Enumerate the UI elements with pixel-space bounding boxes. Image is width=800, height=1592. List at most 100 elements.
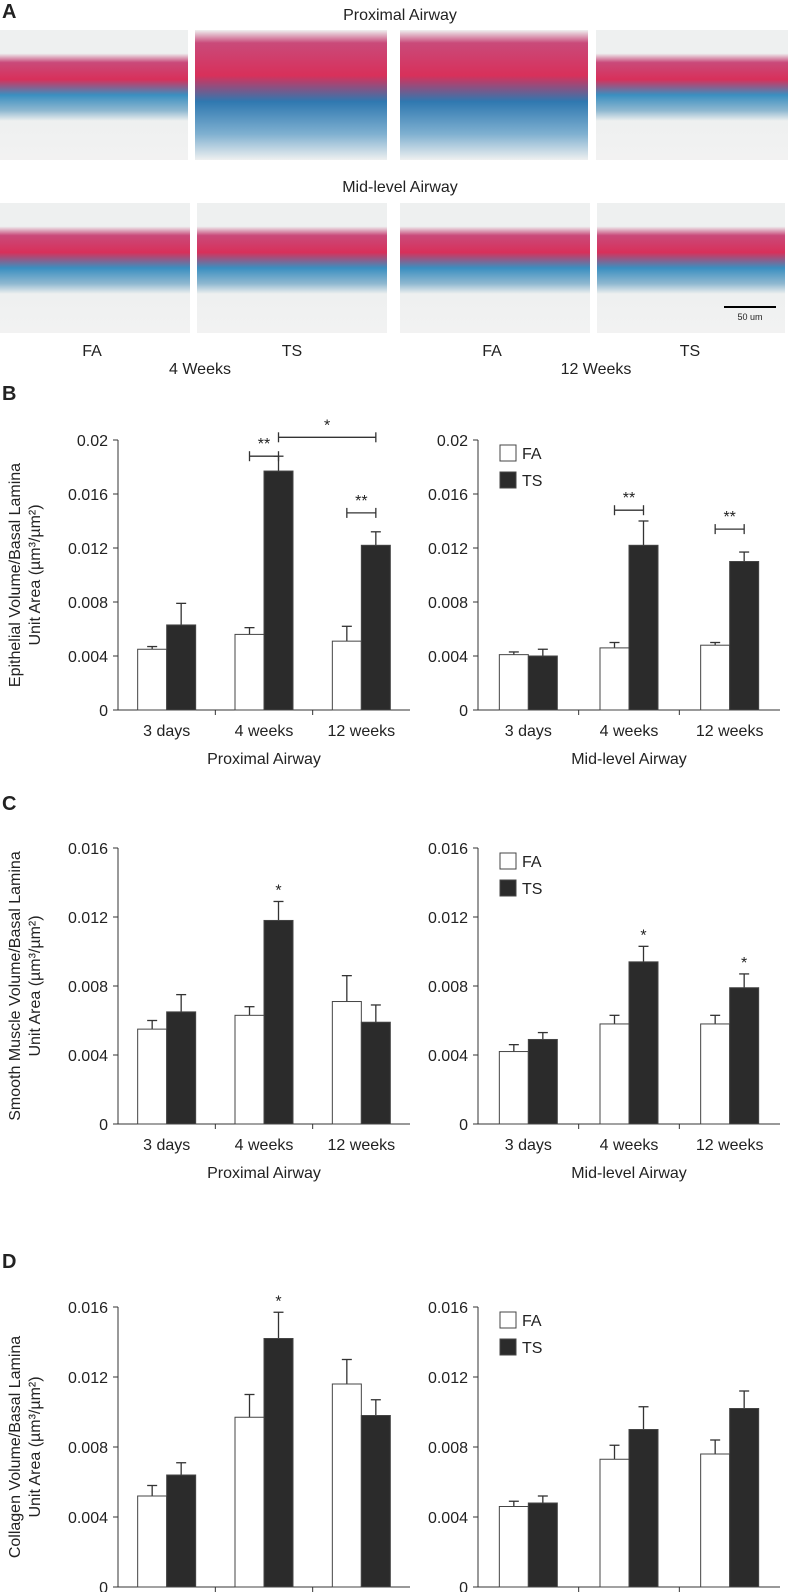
significance-marker: * (640, 927, 646, 944)
bar-fa-12-weeks (331, 640, 362, 711)
bar-ts-3-days (166, 1474, 197, 1588)
legend-swatch-ts (499, 1338, 517, 1356)
row-title-proximal: Proximal Airway (343, 7, 457, 24)
y-axis-title: Unit Area (µm³/µm²) (27, 915, 44, 1056)
y-tick-label: 0.004 (428, 1048, 468, 1065)
bar-fa-4-weeks (234, 633, 265, 711)
legend-swatch-fa (499, 1311, 517, 1329)
y-tick-label: 0.012 (428, 541, 468, 558)
y-tick-label: 0.012 (428, 1370, 468, 1387)
group-label-12-weeks: 12 Weeks (561, 361, 632, 378)
legend-label-ts: TS (522, 1340, 542, 1357)
x-tick-label: 12 weeks (328, 723, 396, 740)
significance-marker: ** (623, 490, 635, 507)
bar-fa-12-weeks (331, 1001, 362, 1125)
bar-ts-12-weeks (360, 1415, 391, 1588)
y-tick-label: 0.004 (68, 1510, 108, 1527)
y-tick-label: 0.008 (68, 1440, 108, 1457)
column-label-ts-4w: TS (282, 343, 302, 360)
bar-ts-4-weeks (263, 919, 294, 1125)
bar-fa-3-days (137, 1495, 168, 1588)
bar-fa-4-weeks (234, 1014, 265, 1125)
legend-label-fa: FA (522, 1313, 542, 1330)
column-label-fa-12w: FA (482, 343, 502, 360)
bar-charts: B 0 0.004 0.008 0.012 0.016 0.02 3 days 4 weeks 1… (2, 383, 780, 1592)
legend-label-fa: FA (522, 446, 542, 463)
bar-fa-12-weeks (331, 1383, 362, 1588)
row-title-mid-level: Mid-level Airway (342, 179, 458, 196)
micrograph-mid-fa-12w (400, 203, 590, 333)
x-axis-title: Mid-level Airway (571, 751, 687, 768)
micrograph-mid-ts-4w (197, 203, 387, 333)
bar-ts-3-days (527, 655, 558, 711)
significance-marker: ** (355, 493, 367, 510)
y-tick-label: 0.004 (428, 1510, 468, 1527)
y-axis-title: Smooth Muscle Volume/Basal Lamina (7, 851, 24, 1121)
y-tick-label: 0.008 (68, 979, 108, 996)
bar-fa-12-weeks (700, 1453, 731, 1588)
bar-fa-4-weeks (599, 647, 630, 711)
legend-swatch-fa (499, 852, 517, 870)
y-tick-label: 0.008 (68, 595, 108, 612)
x-tick-label: 3 days (143, 723, 190, 740)
bar-ts-4-weeks (628, 544, 659, 711)
y-tick-label: 0.008 (428, 979, 468, 996)
micrograph-mid-ts-12w (597, 203, 785, 333)
x-tick-label: 12 weeks (696, 723, 764, 740)
bar-fa-12-weeks (700, 1023, 731, 1125)
bar-ts-3-days (527, 1502, 558, 1588)
bar-ts-12-weeks (729, 987, 760, 1125)
y-axis-title: Unit Area (µm³/µm²) (27, 504, 44, 645)
y-axis-title: Collagen Volume/Basal Lamina (7, 1336, 24, 1558)
x-tick-label: 12 weeks (328, 1137, 396, 1154)
legend-label-fa: FA (522, 854, 542, 871)
micrograph-mid-fa-4w (0, 203, 190, 333)
y-tick-label: 0 (99, 1580, 108, 1592)
y-tick-label: 0.004 (428, 649, 468, 666)
x-tick-label: 4 weeks (235, 1137, 294, 1154)
bar-fa-3-days (498, 1506, 529, 1588)
bar-fa-3-days (498, 654, 529, 711)
panel-a-micrographs: A Proximal Airway Mid-level Airway 50 um… (0, 1, 788, 378)
y-tick-label: 0.016 (428, 487, 468, 504)
scale-bar-label: 50 um (737, 312, 762, 322)
legend-swatch-ts (499, 471, 517, 489)
legend-label-ts: TS (522, 473, 542, 490)
x-tick-label: 4 weeks (600, 723, 659, 740)
significance-marker: ** (258, 436, 270, 453)
bar-ts-4-weeks (628, 961, 659, 1125)
micrograph-proximal-ts-4w (195, 30, 387, 160)
x-tick-label: 3 days (505, 1137, 552, 1154)
group-label-4-weeks: 4 Weeks (169, 361, 231, 378)
bar-fa-3-days (137, 648, 168, 711)
panel-label-d: D (2, 1251, 16, 1273)
y-tick-label: 0.016 (68, 487, 108, 504)
significance-marker: ** (723, 509, 735, 526)
bar-fa-12-weeks (700, 644, 731, 711)
y-tick-label: 0 (99, 1117, 108, 1134)
bar-fa-4-weeks (599, 1458, 630, 1588)
micrograph-proximal-fa-4w (0, 30, 188, 160)
y-tick-label: 0.012 (428, 910, 468, 927)
significance-marker: * (275, 1293, 281, 1310)
significance-marker: * (741, 955, 747, 972)
y-tick-label: 0.004 (68, 1048, 108, 1065)
y-tick-label: 0.02 (437, 433, 468, 450)
column-label-fa-4w: FA (82, 343, 102, 360)
panel-label-b: B (2, 383, 16, 405)
y-axis-title: Unit Area (µm³/µm²) (27, 1376, 44, 1517)
y-tick-label: 0 (99, 703, 108, 720)
x-axis-title: Mid-level Airway (571, 1165, 687, 1182)
bar-ts-12-weeks (360, 544, 391, 711)
micrograph-proximal-ts-12w (596, 30, 788, 160)
bar-fa-3-days (498, 1051, 529, 1125)
bar-ts-12-weeks (729, 1408, 760, 1588)
x-tick-label: 12 weeks (696, 1137, 764, 1154)
y-tick-label: 0.012 (68, 1370, 108, 1387)
column-label-ts-12w: TS (680, 343, 700, 360)
x-tick-label: 4 weeks (600, 1137, 659, 1154)
x-axis-title: Proximal Airway (207, 1165, 321, 1182)
micrograph-proximal-fa-12w (400, 30, 588, 160)
y-tick-label: 0.016 (68, 841, 108, 858)
